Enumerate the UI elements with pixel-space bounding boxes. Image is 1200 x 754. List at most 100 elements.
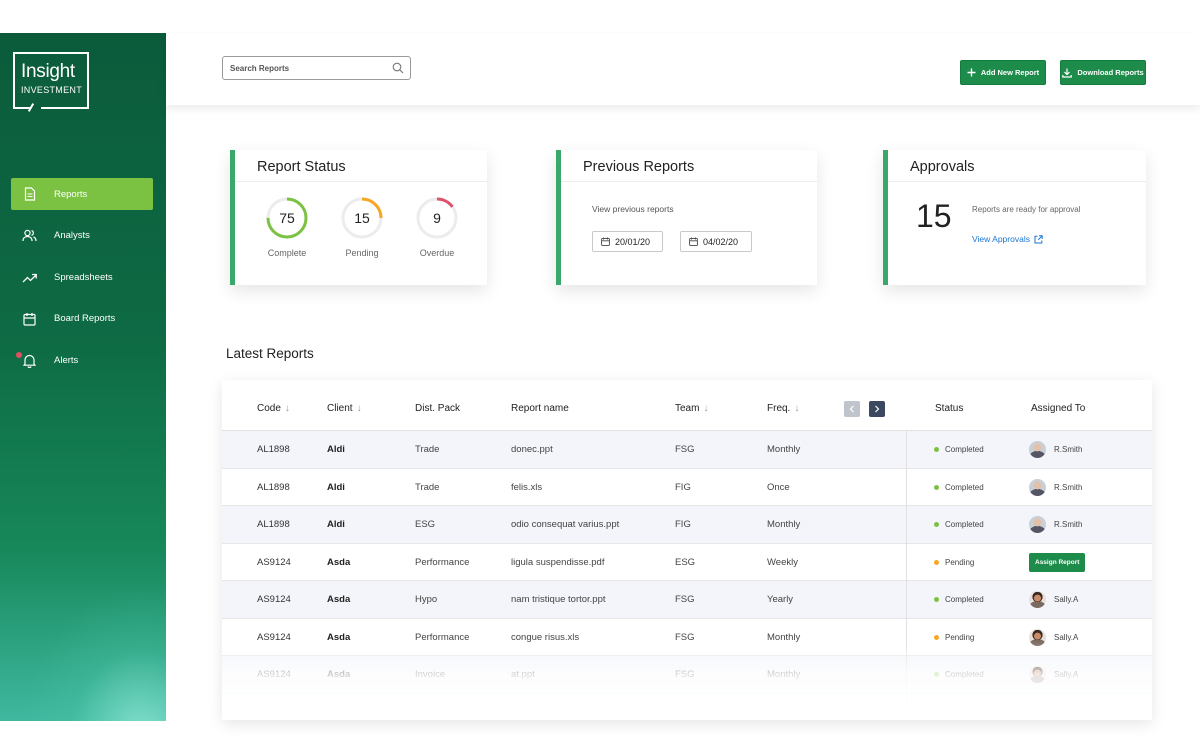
column-header-code[interactable]: Code ↓ (257, 403, 290, 414)
assignee-name: Sally.A (1054, 595, 1079, 605)
column-header-team[interactable]: Team ↓ (675, 403, 708, 414)
sidebar-item-analysts[interactable]: Analysts (11, 220, 153, 252)
sort-down-icon: ↓ (356, 403, 362, 414)
ring-value: 9 (433, 210, 441, 226)
users-icon (22, 228, 37, 243)
cell-dist: ESG (415, 519, 436, 531)
column-header-assigned-to[interactable]: Assigned To (1031, 403, 1085, 414)
cell-client: Aldi (327, 481, 345, 493)
cell-dist: Trade (415, 444, 440, 456)
approvals-card: Approvals 15 Reports are ready for appro… (883, 150, 1146, 285)
scroll-right-button[interactable] (869, 401, 885, 417)
bell-icon (22, 353, 37, 368)
notification-dot (16, 352, 22, 358)
table-row[interactable]: AL1898 Aldi Trade felis.xls FIG Once Completed… (222, 469, 1152, 507)
column-label: Assigned To (1031, 403, 1086, 414)
table-row[interactable]: AS9124 Asda Hypo nam tristique tortor.ppt FS… (222, 581, 1152, 619)
cell-code: AS9124 (257, 631, 291, 643)
card-title: Previous Reports (583, 159, 695, 175)
assigned-to-cell: Assign Report (1029, 544, 1086, 582)
table-row[interactable]: AL1898 Aldi Trade donec.ppt FSG Monthly Comple… (222, 431, 1152, 469)
table-header: Code ↓ Client ↓ Dist. Pack Report name Tea… (222, 380, 1152, 431)
table-row[interactable]: AL1898 Aldi ESG odio consequat varius.ppt FI… (222, 506, 1152, 544)
search-box (222, 56, 411, 80)
assign-report-button[interactable]: Assign Report (1029, 552, 1086, 572)
cell-freq: Monthly (767, 444, 801, 456)
date-from-value: 20/01/20 (615, 236, 651, 247)
cell-team: ESG (675, 556, 696, 568)
chevron-left-icon (849, 405, 854, 413)
sidebar-item-reports[interactable]: Reports (11, 178, 153, 210)
overdue-ring: 9 Overdue (416, 197, 458, 258)
column-divider (906, 431, 907, 720)
column-header-client[interactable]: Client ↓ (327, 403, 362, 414)
column-header-dist-pack[interactable]: Dist. Pack (415, 403, 460, 414)
column-label: Freq. (767, 403, 791, 414)
sidebar-item-label: Analysts (54, 230, 90, 241)
cell-name: felis.xls (511, 481, 543, 493)
view-approvals-link[interactable]: View Approvals (972, 234, 1043, 244)
assigned-to-cell: R.Smith (1029, 469, 1082, 507)
avatar (1029, 628, 1046, 646)
search-input[interactable] (230, 63, 390, 73)
assignee-name: Sally.A (1054, 670, 1079, 680)
status-badge: Completed (934, 431, 984, 469)
status-text: Pending (945, 632, 975, 642)
pending-ring: 15 Pending (341, 197, 383, 258)
status-badge: Completed (934, 506, 984, 544)
status-dot (934, 597, 939, 603)
plus-icon (967, 68, 976, 77)
cell-freq: Once (767, 481, 790, 493)
calendar-icon (689, 237, 698, 246)
card-divider (235, 181, 487, 182)
table-row[interactable]: AS9124 Asda Invoice at.ppt FSG Monthly Complet… (222, 656, 1152, 694)
sidebar-item-board-reports[interactable]: Board Reports (11, 303, 153, 335)
column-header-report-name[interactable]: Report name (511, 403, 569, 414)
logo-subtitle: INVESTMENT (21, 85, 83, 95)
date-from-field[interactable]: 20/01/20 (592, 231, 663, 252)
status-badge: Completed (934, 581, 984, 619)
logo[interactable]: Insight INVESTMENT (13, 52, 89, 112)
sidebar-item-label: Spreadsheets (54, 271, 113, 283)
logo-notch (31, 105, 41, 109)
download-icon (1062, 68, 1073, 78)
download-reports-button[interactable]: Download Reports (1060, 60, 1146, 85)
scroll-left-button[interactable] (844, 401, 860, 417)
assigned-to-cell: Sally.A (1029, 656, 1078, 694)
assignee-name: R.Smith (1054, 520, 1083, 530)
status-dot (934, 447, 939, 453)
status-text: Completed (945, 482, 984, 492)
sidebar-item-alerts[interactable]: Alerts (11, 344, 153, 376)
previous-reports-card: Previous Reports View previous reports 2… (556, 150, 817, 285)
date-to-field[interactable]: 04/02/20 (680, 231, 752, 252)
status-dot (934, 634, 939, 640)
cell-name: congue risus.xls (511, 631, 580, 643)
column-header-freq[interactable]: Freq. ↓ (767, 403, 799, 414)
status-text: Completed (945, 445, 984, 455)
cell-dist: Invoice (415, 669, 446, 681)
sort-down-icon: ↓ (284, 403, 290, 414)
logo-title: Insight (21, 61, 75, 82)
avatar (1029, 666, 1046, 684)
search-icon[interactable] (392, 62, 404, 76)
table-row[interactable]: AS9124 Asda Performance congue risus.xls FSG… (222, 619, 1152, 657)
avatar (1029, 516, 1046, 534)
status-dot (934, 522, 939, 528)
approvals-text: Reports are ready for approval (972, 205, 1081, 214)
column-header-status[interactable]: Status (935, 403, 963, 414)
document-icon (22, 187, 37, 202)
add-new-report-button[interactable]: Add New Report (960, 60, 1046, 85)
progress-ring (341, 197, 383, 239)
sidebar-item-spreadsheets[interactable]: Spreadsheets (11, 261, 153, 293)
avatar (1029, 478, 1046, 496)
cell-dist: Trade (415, 481, 440, 493)
external-link-icon (1034, 234, 1043, 244)
assigned-to-cell: Sally.A (1029, 619, 1078, 657)
card-divider (561, 181, 817, 182)
cell-client: Asda (327, 594, 351, 606)
status-badge: Completed (934, 469, 984, 507)
assignee-name: R.Smith (1054, 482, 1083, 492)
table-row[interactable]: AS9124 Asda Performance ligula suspendisse.… (222, 544, 1152, 582)
cell-client: Asda (327, 631, 351, 643)
